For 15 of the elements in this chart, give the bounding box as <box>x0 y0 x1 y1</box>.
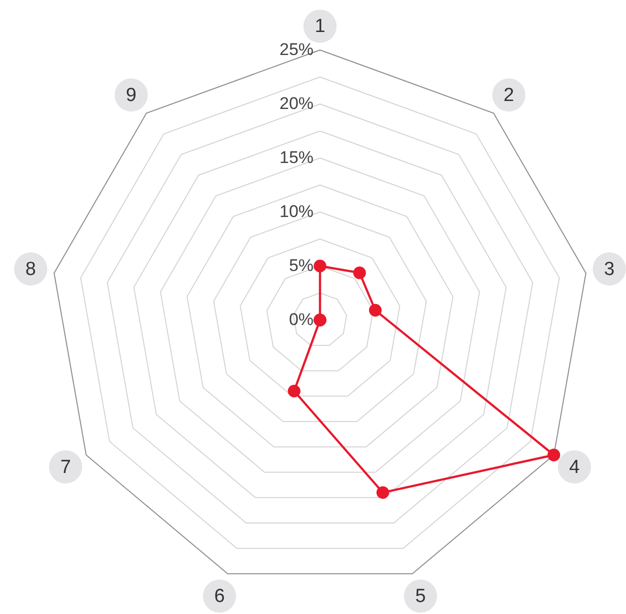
y-tick-label: 10% <box>279 202 314 221</box>
spoke-label: 9 <box>126 84 136 106</box>
y-tick-label: 0% <box>288 310 314 329</box>
spoke-label: 6 <box>214 586 225 608</box>
spoke-label: 3 <box>604 258 615 280</box>
y-tick-label: 25% <box>279 40 314 59</box>
y-tick-label: 15% <box>279 148 314 167</box>
y-tick-label: 20% <box>279 94 314 113</box>
spoke-label: 7 <box>60 456 71 478</box>
spoke-label: 8 <box>25 258 36 280</box>
spoke-label: 1 <box>314 16 326 38</box>
y-tick-label: 5% <box>288 256 314 275</box>
spoke-label: 2 <box>504 84 514 106</box>
spoke-label: 4 <box>569 456 580 478</box>
spoke-label: 5 <box>415 586 426 608</box>
